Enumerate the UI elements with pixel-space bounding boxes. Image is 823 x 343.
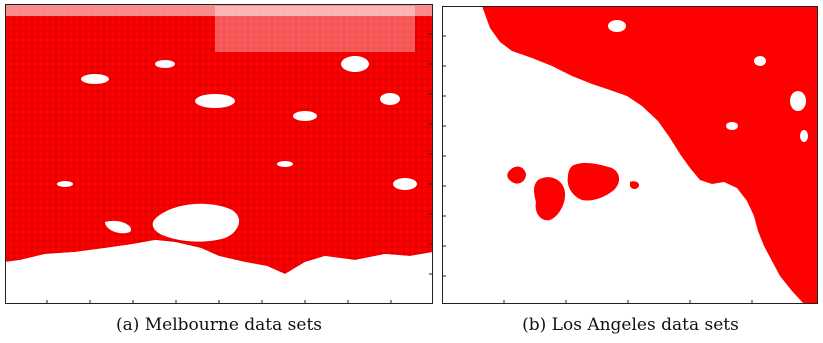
los-angeles-data-map [442, 6, 818, 304]
los-angeles-empty-areas [608, 20, 808, 142]
melbourne-empty-areas [5, 56, 433, 304]
los-angeles-caption: (b) Los Angeles data sets [522, 315, 739, 335]
melbourne-data-map [5, 4, 433, 304]
los-angeles-mainland-data [482, 6, 818, 304]
melbourne-data-region [5, 4, 433, 274]
los-angeles-island-data [507, 162, 640, 221]
los-angeles-axis-ticks [442, 35, 753, 304]
melbourne-axis-ticks [46, 33, 433, 304]
melbourne-panel: (a) Melbourne data sets [5, 4, 433, 335]
los-angeles-map-frame [442, 6, 818, 304]
los-angeles-panel: (b) Los Angeles data sets [438, 0, 823, 343]
melbourne-caption: (a) Melbourne data sets [115, 315, 323, 335]
